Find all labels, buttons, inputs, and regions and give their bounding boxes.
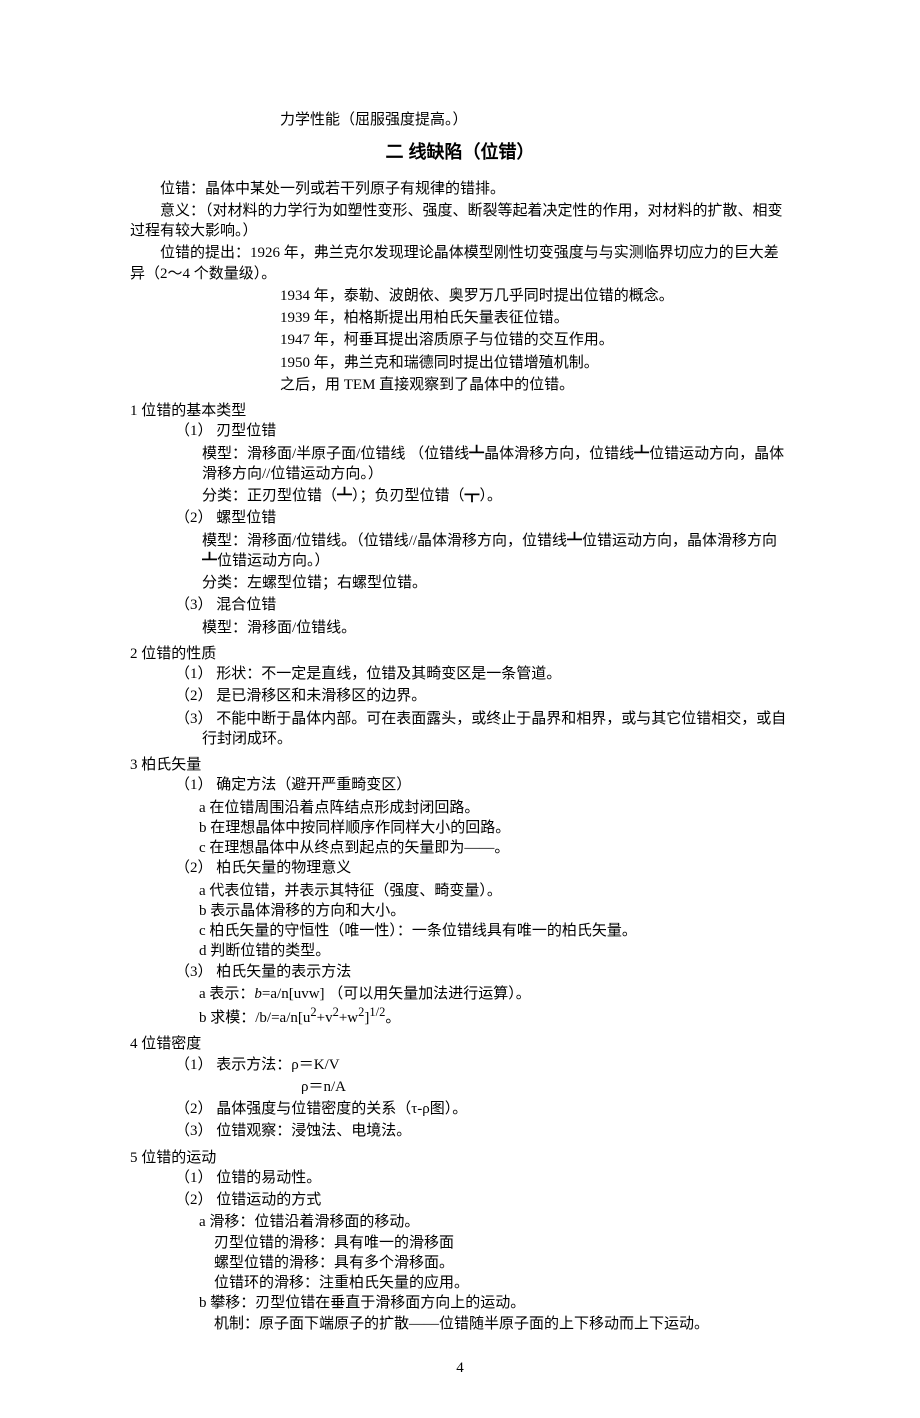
s1-i2-label: （2） 螺型位错 bbox=[175, 508, 790, 528]
section-1-title: 1 位错的基本类型 bbox=[130, 401, 790, 421]
s1-i1-label: （1） 刃型位错 bbox=[175, 421, 790, 441]
s3-i3-body: a 表示：b=a/n[uvw] （可以用矢量加法进行运算）。 b 求模：/b/=… bbox=[175, 984, 790, 1029]
s1-i3-label: （3） 混合位错 bbox=[175, 595, 790, 615]
s3-i2-a: a 代表位错，并表示其特征（强度、畸变量）。 bbox=[199, 881, 790, 901]
timeline-after: 之后，用 TEM 直接观察到了晶体中的位错。 bbox=[130, 375, 790, 395]
timeline-1950: 1950 年，弗兰克和瑞德同时提出位错增殖机制。 bbox=[130, 353, 790, 373]
section-3-title: 3 柏氏矢量 bbox=[130, 755, 790, 775]
intro-dislocation-def: 位错：晶体中某处一列或若干列原子有规律的错排。 bbox=[130, 179, 790, 199]
top-line: 力学性能（屈服强度提高。） bbox=[130, 110, 790, 130]
s3-i2-c: c 柏氏矢量的守恒性（唯一性）：一条位错线具有唯一的柏氏矢量。 bbox=[199, 921, 790, 941]
s1-i3-body: 模型：滑移面/位错线。 bbox=[175, 618, 790, 638]
s5-i2-a3: 螺型位错的滑移：具有多个滑移面。 bbox=[199, 1253, 790, 1273]
s4-i1: （1） 表示方法：ρ＝K/V bbox=[175, 1055, 790, 1075]
s3-i3-b-m1: +v bbox=[317, 1010, 333, 1026]
s4-i2: （2） 晶体强度与位错密度的关系（τ-ρ图）。 bbox=[175, 1099, 790, 1119]
s1-i1-class: 分类：正刃型位错（┻）；负刃型位错（┳）。 bbox=[202, 486, 790, 506]
s1-i1-model: 模型：滑移面/半原子面/位错线 （位错线┻晶体滑移方向，位错线┻位错运动方向，晶… bbox=[202, 444, 790, 485]
s2-i2: （2） 是已滑移区和未滑移区的边界。 bbox=[175, 686, 790, 706]
s3-i3-b: b 求模：/b/=a/n[u2+v2+w2]1/2。 bbox=[199, 1004, 790, 1028]
s3-i3-a-post: =a/n[uvw] （可以用矢量加法进行运算）。 bbox=[262, 986, 531, 1002]
page-number: 4 bbox=[130, 1358, 790, 1378]
section-2-title: 2 位错的性质 bbox=[130, 644, 790, 664]
s5-i2-body: a 滑移：位错沿着滑移面的移动。 刃型位错的滑移：具有唯一的滑移面 螺型位错的滑… bbox=[175, 1212, 790, 1334]
s5-i2-a1: a 滑移：位错沿着滑移面的移动。 bbox=[199, 1212, 790, 1232]
timeline-1934: 1934 年，泰勒、波朗依、奥罗万几乎同时提出位错的概念。 bbox=[130, 286, 790, 306]
s3-i3-label: （3） 柏氏矢量的表示方法 bbox=[175, 962, 790, 982]
s5-i2-label: （2） 位错运动的方式 bbox=[175, 1190, 790, 1210]
sup-half: 1/2 bbox=[369, 1005, 385, 1019]
s3-i3-b-pre: b 求模：/b/=a/n[u bbox=[199, 1010, 310, 1026]
s1-i2-model: 模型：滑移面/位错线。（位错线//晶体滑移方向，位错线┻位错运动方向，晶体滑移方… bbox=[202, 531, 790, 572]
s1-i1-body: 模型：滑移面/半原子面/位错线 （位错线┻晶体滑移方向，位错线┻位错运动方向，晶… bbox=[175, 444, 790, 507]
s3-i3-b-post: 。 bbox=[385, 1010, 400, 1026]
section-4-title: 4 位错密度 bbox=[130, 1034, 790, 1054]
s3-i3-b-m2: +w bbox=[339, 1010, 358, 1026]
s3-i1-c: c 在理想晶体中从终点到起点的矢量即为――。 bbox=[199, 838, 790, 858]
section-4-body: （1） 表示方法：ρ＝K/V ρ＝n/A （2） 晶体强度与位错密度的关系（τ-… bbox=[130, 1055, 790, 1142]
intro-significance: 意义：（对材料的力学行为如塑性变形、强度、断裂等起着决定性的作用，对材料的扩散、… bbox=[130, 201, 790, 242]
s2-i3: （3） 不能中断于晶体内部。可在表面露头，或终止于晶界和相界，或与其它位错相交，… bbox=[175, 709, 790, 750]
s3-i3-a-b: b bbox=[254, 986, 262, 1002]
section-1-body: （1） 刃型位错 模型：滑移面/半原子面/位错线 （位错线┻晶体滑移方向，位错线… bbox=[130, 421, 790, 638]
section-heading: 二 线缺陷（位错） bbox=[130, 140, 790, 164]
intro-history: 位错的提出：1926 年，弗兰克尔发现理论晶体模型刚性切变强度与与实测临界切应力… bbox=[130, 243, 790, 284]
s1-i3-model: 模型：滑移面/位错线。 bbox=[202, 618, 790, 638]
section-5-body: （1） 位错的易动性。 （2） 位错运动的方式 a 滑移：位错沿着滑移面的移动。… bbox=[130, 1168, 790, 1334]
s5-i1: （1） 位错的易动性。 bbox=[175, 1168, 790, 1188]
s5-i2-b2: 机制：原子面下端原子的扩散――位错随半原子面的上下移动而上下运动。 bbox=[199, 1314, 790, 1334]
s3-i3-a: a 表示：b=a/n[uvw] （可以用矢量加法进行运算）。 bbox=[199, 984, 790, 1004]
s1-i2-class: 分类：左螺型位错；右螺型位错。 bbox=[202, 573, 790, 593]
section-2-body: （1） 形状：不一定是直线，位错及其畸变区是一条管道。 （2） 是已滑移区和未滑… bbox=[130, 664, 790, 749]
s4-i3: （3） 位错观察：浸蚀法、电境法。 bbox=[175, 1121, 790, 1141]
s1-i2-body: 模型：滑移面/位错线。（位错线//晶体滑移方向，位错线┻位错运动方向，晶体滑移方… bbox=[175, 531, 790, 594]
s3-i3-a-pre: a 表示： bbox=[199, 986, 254, 1002]
timeline-block: 1934 年，泰勒、波朗依、奥罗万几乎同时提出位错的概念。 1939 年，柏格斯… bbox=[130, 286, 790, 395]
timeline-1947: 1947 年，柯垂耳提出溶质原子与位错的交互作用。 bbox=[130, 330, 790, 350]
s2-i1: （1） 形状：不一定是直线，位错及其畸变区是一条管道。 bbox=[175, 664, 790, 684]
s5-i2-a2: 刃型位错的滑移：具有唯一的滑移面 bbox=[199, 1233, 790, 1253]
s3-i2-b: b 表示晶体滑移的方向和大小。 bbox=[199, 901, 790, 921]
s5-i2-b1: b 攀移：刃型位错在垂直于滑移面方向上的运动。 bbox=[199, 1293, 790, 1313]
s3-i1-label: （1） 确定方法（避开严重畸变区） bbox=[175, 775, 790, 795]
section-5-title: 5 位错的运动 bbox=[130, 1148, 790, 1168]
timeline-1939: 1939 年，柏格斯提出用柏氏矢量表征位错。 bbox=[130, 308, 790, 328]
s3-i1-b: b 在理想晶体中按同样顺序作同样大小的回路。 bbox=[199, 818, 790, 838]
s3-i1-body: a 在位错周围沿着点阵结点形成封闭回路。 b 在理想晶体中按同样顺序作同样大小的… bbox=[175, 798, 790, 859]
document-page: 力学性能（屈服强度提高。） 二 线缺陷（位错） 位错：晶体中某处一列或若干列原子… bbox=[0, 0, 920, 1418]
s4-i1b: ρ＝n/A bbox=[175, 1077, 790, 1097]
s3-i2-body: a 代表位错，并表示其特征（强度、畸变量）。 b 表示晶体滑移的方向和大小。 c… bbox=[175, 881, 790, 962]
s3-i2-d: d 判断位错的类型。 bbox=[199, 941, 790, 961]
section-3-body: （1） 确定方法（避开严重畸变区） a 在位错周围沿着点阵结点形成封闭回路。 b… bbox=[130, 775, 790, 1028]
s5-i2-a4: 位错环的滑移：注重柏氏矢量的应用。 bbox=[199, 1273, 790, 1293]
s3-i1-a: a 在位错周围沿着点阵结点形成封闭回路。 bbox=[199, 798, 790, 818]
s3-i2-label: （2） 柏氏矢量的物理意义 bbox=[175, 858, 790, 878]
